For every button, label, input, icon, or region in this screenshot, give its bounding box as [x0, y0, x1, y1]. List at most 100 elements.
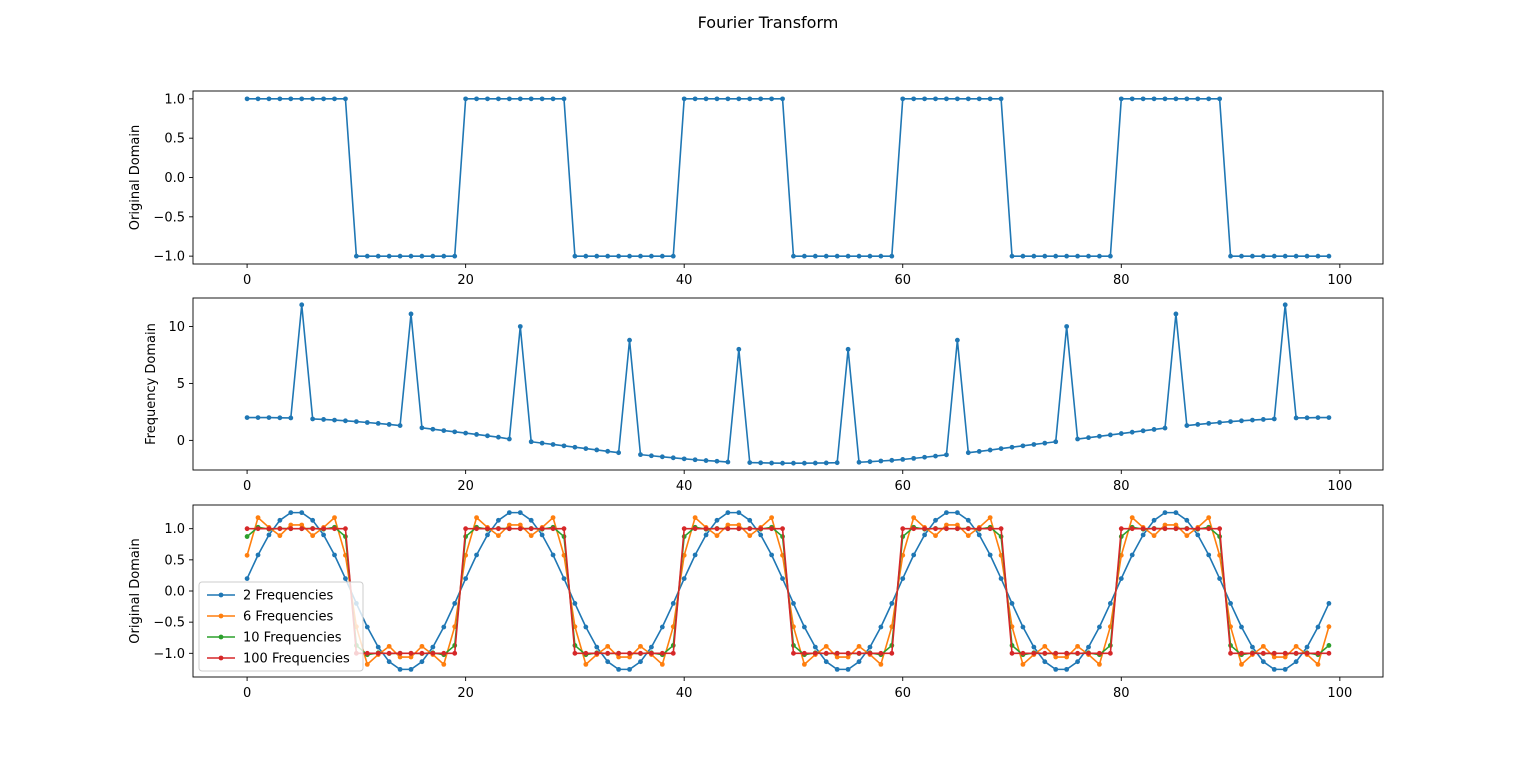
series-1-point — [419, 425, 425, 431]
series-6-frequencies-point — [944, 522, 949, 528]
series-1-point — [987, 96, 993, 102]
series-2-frequencies-point — [550, 552, 556, 558]
series-1-point — [856, 459, 862, 465]
series-2-frequencies-point — [649, 644, 654, 650]
series-1-point — [353, 253, 359, 259]
series-6-frequencies-point — [386, 643, 392, 649]
series-2-frequencies-point — [408, 666, 414, 672]
series-1-point — [812, 253, 818, 259]
series-2-frequencies-point — [1173, 510, 1179, 516]
series-2-frequencies-point — [397, 666, 403, 672]
series-1-point — [474, 96, 479, 102]
series-1-point — [878, 458, 884, 464]
series-1-point — [1206, 421, 1212, 426]
series-1-point — [780, 460, 785, 466]
series-2-frequencies-point — [812, 644, 818, 650]
legend-marker — [218, 592, 224, 598]
series-1-point — [1064, 253, 1070, 259]
series-1-point — [1271, 416, 1277, 422]
series-6-frequencies-point — [878, 661, 884, 667]
series-1-point — [1195, 422, 1201, 427]
series-group — [244, 96, 1332, 259]
series-1-point — [867, 459, 873, 465]
series-1-point — [649, 453, 654, 459]
legend-label: 6 Frequencies — [243, 610, 333, 625]
series-6-frequencies-point — [638, 643, 643, 649]
series-1-point — [474, 432, 479, 437]
series-100-frequencies-point — [736, 526, 742, 532]
series-1-point — [758, 460, 764, 466]
series-1-point — [244, 415, 250, 420]
y-axis-label: Original Domain — [128, 538, 143, 643]
series-1-point — [1228, 419, 1233, 424]
series-6-frequencies-point — [616, 654, 622, 660]
series-1-point — [725, 96, 731, 102]
series-2-frequencies-point — [1239, 624, 1244, 630]
series-group — [244, 510, 1332, 672]
series-2-frequencies-point — [845, 666, 851, 672]
series-2-frequencies-point — [605, 659, 611, 665]
series-1-point — [976, 96, 982, 102]
series-100-frequencies-point — [517, 526, 523, 532]
series-1-point — [321, 96, 326, 102]
series-1-point — [244, 96, 250, 102]
series-1-point — [649, 253, 654, 259]
series-1-point — [408, 253, 414, 259]
series-100-frequencies-point — [933, 526, 938, 532]
series-6-frequencies-point — [506, 522, 512, 528]
series-1-point — [1304, 415, 1310, 421]
series-2-frequencies-point — [965, 517, 971, 523]
series-100-frequencies-point — [1173, 526, 1179, 532]
series-1-point — [550, 442, 556, 447]
series-1-point — [1097, 253, 1102, 259]
series-2-frequencies-point — [343, 576, 348, 581]
series-2-frequencies-point — [659, 624, 665, 630]
series-1-point — [1217, 420, 1223, 425]
series-1-point — [801, 460, 807, 466]
y-tick-label: −0.5 — [153, 616, 185, 631]
series-100-frequencies-point — [419, 650, 425, 656]
series-100-frequencies-point — [474, 526, 479, 532]
series-1-point — [911, 96, 917, 102]
series-2-frequencies-point — [288, 510, 294, 516]
series-6-frequencies-point — [1042, 643, 1048, 649]
series-2-frequencies-point — [638, 659, 643, 665]
series-2-frequencies-point — [976, 532, 982, 538]
series-6-frequencies-point — [583, 661, 589, 667]
legend-marker — [218, 634, 224, 640]
x-tick-label: 80 — [1113, 686, 1130, 701]
series-100-frequencies-point — [605, 650, 611, 656]
series-2-frequencies-point — [528, 517, 534, 523]
series-1-point — [1075, 253, 1080, 259]
series-1-point — [889, 457, 895, 463]
series-100-frequencies-point — [550, 526, 556, 532]
x-tick-label: 40 — [676, 479, 693, 494]
series-1-point — [670, 253, 676, 259]
series-1-point — [1097, 433, 1102, 439]
series-1-point — [998, 446, 1004, 451]
series-6-frequencies-point — [1293, 643, 1299, 649]
series-1-point — [659, 454, 665, 460]
series-1-point — [332, 96, 337, 102]
y-tick-label: −1.0 — [153, 647, 185, 662]
series-2-frequencies-point — [430, 644, 436, 650]
series-2-frequencies-point — [299, 510, 305, 516]
series-100-frequencies-point — [1053, 650, 1059, 656]
series-1-point — [1239, 253, 1244, 259]
legend-label: 10 Frequencies — [243, 631, 342, 646]
series-1-point — [1129, 96, 1135, 102]
series-1-point — [397, 253, 403, 259]
series-1-point — [517, 96, 523, 102]
series-100-frequencies-point — [1217, 526, 1223, 532]
series-6-frequencies-point — [517, 522, 523, 528]
series-6-frequencies-point — [1129, 515, 1135, 521]
series-1-point — [1282, 253, 1288, 259]
series-10-frequencies-point — [244, 534, 250, 539]
series-2-frequencies-point — [496, 517, 501, 523]
series-1-point — [747, 96, 753, 102]
series-2-frequencies-point — [244, 576, 250, 581]
series-2-frequencies-point — [517, 510, 523, 516]
series-1-point — [922, 454, 927, 460]
series-2-frequencies-point — [703, 532, 709, 538]
